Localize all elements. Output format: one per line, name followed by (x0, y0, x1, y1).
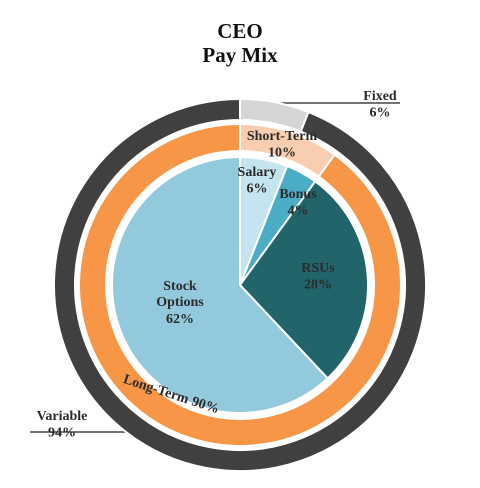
value-label: 6% (247, 182, 268, 197)
value-label: 6% (370, 106, 391, 121)
value-label: 10% (268, 146, 296, 161)
pie-slice (53, 97, 427, 472)
pie-slice (78, 122, 402, 447)
value-label: 94% (48, 426, 76, 441)
category-label: RSUs (301, 261, 335, 276)
category-label: Salary (238, 165, 277, 180)
category-label: Fixed (363, 89, 397, 104)
category-label: Stock Options (156, 279, 204, 310)
pie-slice (111, 155, 330, 414)
category-label: Variable (37, 409, 88, 424)
value-label: 4% (288, 204, 309, 219)
value-label: 28% (304, 278, 332, 293)
pie-slice (238, 180, 369, 380)
category-label: Bonus (279, 187, 317, 202)
chart-title: CEO Pay Mix (202, 19, 278, 67)
category-label: Short-Term (247, 129, 318, 144)
value-label: 62% (166, 312, 194, 327)
